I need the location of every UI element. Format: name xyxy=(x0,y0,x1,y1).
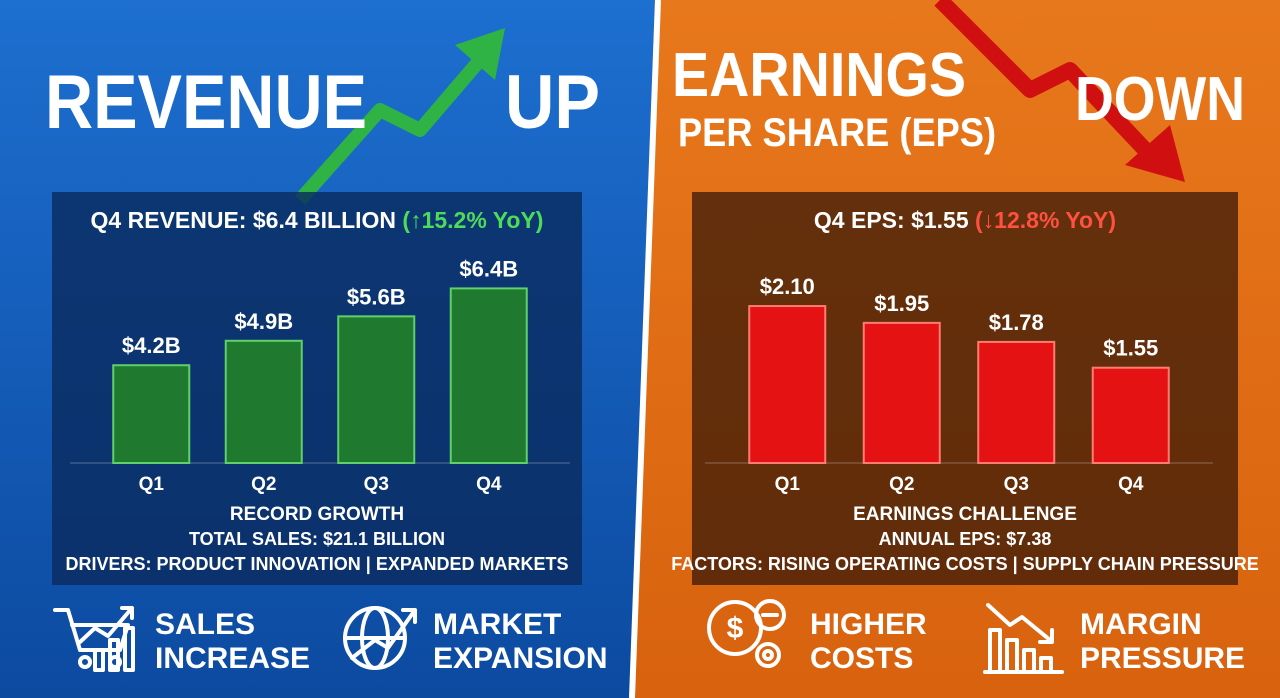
down-arrow xyxy=(934,0,1156,161)
bar xyxy=(224,339,303,465)
up-arrow xyxy=(294,55,486,205)
value-label: $1.95 xyxy=(874,291,929,316)
value-label: $4.2B xyxy=(122,333,181,358)
down-arrow-head xyxy=(1125,125,1185,182)
up-arrow-head xyxy=(455,28,505,80)
x-tick-label: Q3 xyxy=(1004,474,1029,495)
feature-label: MARGIN xyxy=(1080,608,1202,641)
value-label: $6.4B xyxy=(459,256,518,281)
note: ANNUAL EPS: $7.38 xyxy=(879,529,1052,549)
title-text: Q4 EPS: $1.55 xyxy=(814,207,969,233)
value-label: $4.9B xyxy=(234,309,293,334)
value-label: $2.10 xyxy=(760,274,815,299)
sales-icon xyxy=(53,606,135,672)
feature-label: MARKET xyxy=(433,608,561,641)
bar xyxy=(748,305,827,465)
margin-icon xyxy=(983,603,1064,674)
title-text: Q4 REVENUE: $6.4 BILLION xyxy=(91,207,396,233)
dollar-sign: $ xyxy=(727,612,744,645)
bar xyxy=(1091,366,1170,465)
headline: PER SHARE (EPS) xyxy=(678,111,996,155)
x-tick-label: Q3 xyxy=(364,474,389,495)
bar xyxy=(337,315,416,464)
value-label: $1.78 xyxy=(989,310,1044,335)
x-tick-label: Q4 xyxy=(1118,474,1144,495)
bar xyxy=(862,321,941,464)
note: RECORD GROWTH xyxy=(230,504,404,525)
costs-icon xyxy=(707,599,786,668)
chart-title: Q4 EPS: $1.55 (↓12.8% YoY) xyxy=(814,207,1116,233)
note: FACTORS: RISING OPERATING COSTS | SUPPLY… xyxy=(671,554,1258,574)
change-text: (↓12.8% YoY) xyxy=(975,207,1116,233)
note: TOTAL SALES: $21.1 BILLION xyxy=(189,529,445,549)
divider xyxy=(629,0,661,698)
x-tick-label: Q2 xyxy=(889,474,914,495)
headline: DOWN xyxy=(1075,65,1245,134)
x-tick-label: Q2 xyxy=(251,474,276,495)
x-tick-label: Q1 xyxy=(775,474,801,495)
value-label: $5.6B xyxy=(347,284,406,309)
headline: REVENUE xyxy=(45,60,367,145)
feature-label: SALES xyxy=(155,608,255,641)
x-tick-label: Q4 xyxy=(476,474,502,495)
feature-label: HIGHER xyxy=(810,608,927,641)
bar xyxy=(449,287,528,465)
note: DRIVERS: PRODUCT INNOVATION | EXPANDED M… xyxy=(65,554,568,574)
change-text: (↑15.2% YoY) xyxy=(402,207,543,233)
headline: EARNINGS xyxy=(672,41,966,110)
value-label: $1.55 xyxy=(1103,336,1158,361)
feature-label: EXPANSION xyxy=(433,642,607,675)
feature-label: PRESSURE xyxy=(1080,642,1245,675)
globe-icon xyxy=(343,606,417,670)
x-tick-label: Q1 xyxy=(139,474,165,495)
bar xyxy=(977,340,1056,465)
chart-title: Q4 REVENUE: $6.4 BILLION (↑15.2% YoY) xyxy=(91,207,544,233)
bar xyxy=(112,364,191,465)
headline: UP xyxy=(505,60,600,145)
feature-label: COSTS xyxy=(810,642,913,675)
note: EARNINGS CHALLENGE xyxy=(853,504,1077,525)
feature-label: INCREASE xyxy=(155,642,310,675)
